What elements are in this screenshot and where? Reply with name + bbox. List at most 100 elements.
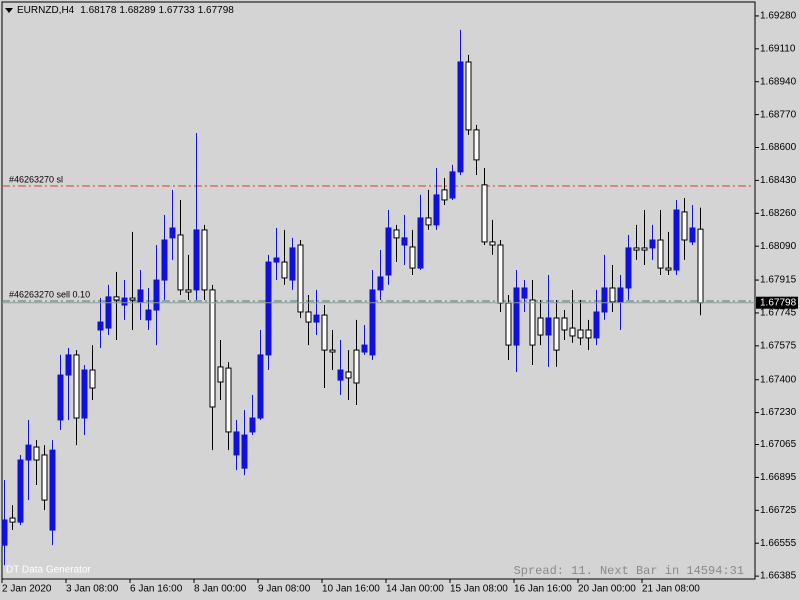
price-box [756,296,798,309]
menu-triangle[interactable] [5,8,13,13]
candle-body [25,444,32,461]
candle-body [481,184,488,243]
candle-body [385,227,392,276]
watermark: DT Data Generator [6,565,92,576]
candle-body [377,276,384,291]
candle-body [537,317,544,336]
candle-body [513,287,520,346]
y-tick-label: 1.68260 [760,208,797,219]
candle-body [681,211,688,241]
candle-body [49,449,56,531]
y-tick-label: 1.66385 [760,571,797,582]
candle-body [249,417,256,433]
current-price: 1.67798 [760,297,797,308]
candle-body [345,371,352,379]
candle-body [617,287,624,303]
x-tick-label: 9 Jan 08:00 [258,584,311,595]
x-tick-label: 16 Jan 16:00 [514,584,572,595]
candle-body [33,446,40,461]
candle-body [553,317,560,351]
candle-body [657,239,664,269]
x-tick-label: 3 Jan 08:00 [66,584,119,595]
x-tick-label: 20 Jan 00:00 [578,584,636,595]
x-tick-label: 21 Jan 08:00 [642,584,700,595]
y-tick-label: 1.68600 [760,142,797,153]
candle-body [689,227,696,243]
candle-body [257,354,264,419]
candle-body [289,247,296,281]
candle-body [225,367,232,433]
x-tick-label: 14 Jan 00:00 [386,584,444,595]
y-tick-label: 1.67575 [760,340,797,351]
candle-body [449,171,456,199]
high-value: 1.68289 [119,5,156,16]
candle-body [353,349,360,384]
candle-body [505,302,512,346]
y-tick-label: 1.66725 [760,505,797,516]
candle-body [489,241,496,246]
candle-body [169,227,176,239]
candle-body [57,374,64,421]
candle-body [281,261,288,279]
y-tick-label: 1.68940 [760,76,797,87]
candle-body [665,267,672,271]
candle-body [393,229,400,239]
candle-body [41,454,48,501]
y-tick-label: 1.68090 [760,241,797,252]
order-level-label: #46263270 sell 0.10 [9,289,90,299]
candle-body [401,237,408,246]
candle-body [457,61,464,173]
x-tick-label: 8 Jan 00:00 [194,584,247,595]
x-tick-label: 10 Jan 16:00 [322,584,380,595]
candle-body [329,349,336,353]
candle-body [313,314,320,323]
y-tick-label: 1.67065 [760,439,797,450]
candle-body [97,321,104,331]
chart-header: EURNZD,H4 1.68178 1.68289 1.67733 1.67798 [17,5,234,16]
candle-body [369,289,376,356]
candle-body [113,296,120,301]
candle-body [673,209,680,271]
x-tick-label: 2 Jan 2020 [2,584,52,595]
open-value: 1.68178 [80,5,117,16]
x-tick-label: 15 Jan 08:00 [450,584,508,595]
candle-body [529,299,536,346]
candle-body [217,366,224,383]
candle-body [433,194,440,226]
candle-body [625,247,632,289]
candle-body [265,261,272,356]
candle-body [89,369,96,389]
candle-body [417,217,424,269]
candle-body [209,289,216,408]
candle-body [233,431,240,456]
candle-body [465,61,472,131]
plot-area [1,1,756,580]
candle-body [609,287,616,303]
candle-body [153,279,160,311]
candle-body [497,244,504,304]
y-tick-label: 1.66555 [760,538,797,549]
y-tick-label: 1.67915 [760,275,797,286]
candle-body [569,327,576,337]
candle-body [521,287,528,299]
candle-body [177,234,184,291]
candle-body [473,129,480,161]
spread-info: Spread: 11. Next Bar in 14594:31 [514,564,744,578]
candle-body [161,239,168,281]
candle-body [641,247,648,251]
candle-body [633,247,640,251]
candle-body [601,287,608,313]
y-tick-label: 1.69110 [760,43,796,54]
candle-body [305,311,312,323]
candle-body [81,369,88,419]
candle-body [73,354,80,419]
y-tick-label: 1.67230 [760,407,797,418]
candle-body [241,434,248,469]
candle-body [577,329,584,339]
candle-body [649,239,656,249]
candle-body [561,317,568,331]
candle-body [185,289,192,293]
candle-body [441,189,448,201]
low-value: 1.67733 [159,5,196,16]
order-level-label: #46263270 sl [9,174,63,184]
